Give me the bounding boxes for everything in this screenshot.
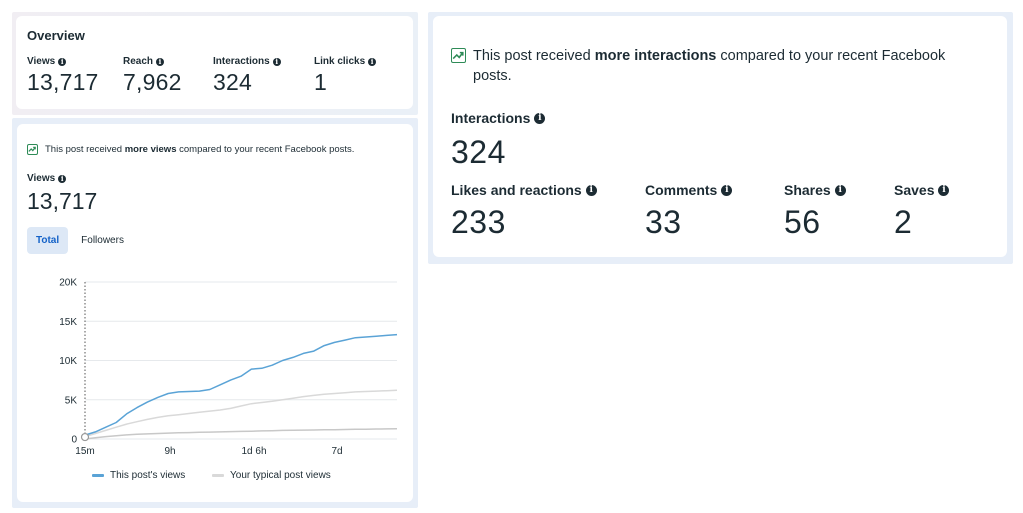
views-card: This post received more views compared t… — [17, 124, 413, 502]
comments-label: Comments i — [645, 182, 733, 198]
x-tick-label: 1d 6h — [241, 446, 266, 457]
views-label: Views i — [27, 173, 67, 184]
notice-suffix: compared to your recent Facebook posts. — [473, 48, 946, 84]
metric-value: 1 — [314, 69, 327, 95]
info-icon[interactable]: i — [58, 174, 67, 183]
info-icon[interactable]: i — [272, 57, 281, 66]
breakdown-label: Shares — [784, 182, 831, 198]
comments-value: 33 — [645, 204, 682, 240]
notice-suffix: compared to your recent Facebook posts. — [176, 144, 355, 155]
notice-bold: more interactions — [594, 48, 717, 64]
trending-up-icon — [27, 144, 38, 155]
x-tick-label: 9h — [164, 446, 175, 457]
y-tick-label: 15K — [59, 317, 77, 328]
breakdown-label: Likes and reactions — [451, 182, 582, 198]
series-this-post-views — [84, 333, 398, 436]
breakdown-label: Comments — [645, 182, 718, 198]
info-icon[interactable]: i — [58, 57, 67, 66]
overview-metric-views: Views i 13,717 — [27, 56, 99, 96]
views-label-text: Views — [27, 173, 56, 184]
info-icon[interactable]: i — [585, 184, 597, 196]
metric-label: Interactions — [213, 56, 270, 67]
y-tick-label: 10K — [59, 356, 77, 367]
overview-metric-reach: Reach i 7,962 — [123, 56, 182, 96]
metric-label: Views — [27, 56, 56, 67]
likes-reactions-label: Likes and reactions i — [451, 182, 597, 198]
info-icon[interactable]: i — [938, 184, 950, 196]
x-tick-label: 7d — [331, 446, 342, 457]
metric-value: 324 — [213, 69, 252, 95]
legend-item-this-post: This post's views — [92, 470, 185, 481]
y-tick-label: 20K — [59, 278, 77, 289]
trending-up-icon — [451, 48, 466, 63]
notice-prefix: This post received — [473, 48, 595, 64]
legend-label: This post's views — [110, 470, 186, 481]
interactions-card: This post received more interactions com… — [433, 16, 1007, 257]
saves-label: Saves i — [894, 182, 950, 198]
legend-item-typical: Your typical post views — [212, 470, 331, 481]
metric-value: 7,962 — [123, 69, 182, 95]
tab-total[interactable]: Total — [27, 227, 69, 254]
views-value: 13,717 — [27, 188, 98, 214]
shares-label: Shares i — [784, 182, 846, 198]
interactions-label-text: Interactions — [451, 110, 531, 126]
interactions-notice: This post received more interactions com… — [451, 46, 991, 86]
info-icon[interactable]: i — [534, 112, 546, 124]
overview-metric-link-clicks: Link clicks i 1 — [314, 56, 377, 96]
overview-card: Overview Views i 13,717 Reach i 7,962 Inte… — [16, 16, 413, 109]
saves-value: 2 — [894, 204, 913, 240]
breakdown-label: Saves — [894, 182, 935, 198]
interactions-value: 324 — [451, 134, 506, 170]
metric-label: Link clicks — [314, 56, 366, 67]
series-typical-post-views — [84, 389, 398, 438]
info-icon[interactable]: i — [721, 184, 733, 196]
likes-reactions-value: 233 — [451, 204, 506, 240]
info-icon[interactable]: i — [368, 57, 377, 66]
info-icon[interactable]: i — [834, 184, 846, 196]
interactions-notice-text: This post received more interactions com… — [473, 46, 983, 86]
views-tabs: Total Followers — [27, 227, 133, 254]
overview-title: Overview — [27, 28, 85, 43]
y-tick-label: 0 — [71, 435, 77, 446]
legend-swatch — [92, 474, 104, 477]
legend-label: Your typical post views — [230, 470, 331, 481]
shares-value: 56 — [784, 204, 821, 240]
y-tick-label: 5K — [65, 395, 78, 406]
info-icon[interactable]: i — [156, 57, 165, 66]
views-line-chart: 0 5K 10K 15K 20K 15m 9h 1d 6h 7d — [59, 278, 398, 457]
marker-point — [80, 432, 90, 442]
metric-value: 13,717 — [27, 69, 99, 95]
views-notice-text: This post received more views compared t… — [45, 144, 354, 155]
legend-swatch — [212, 474, 224, 477]
series-typical-lower — [84, 428, 398, 440]
metric-label: Reach — [123, 56, 154, 67]
interactions-label: Interactions i — [451, 110, 546, 126]
notice-prefix: This post received — [45, 144, 125, 155]
views-notice: This post received more views compared t… — [27, 144, 354, 155]
x-tick-label: 15m — [75, 446, 94, 457]
tab-followers[interactable]: Followers — [81, 235, 124, 246]
overview-metric-interactions: Interactions i 324 — [213, 56, 281, 96]
notice-bold: more views — [124, 144, 177, 155]
